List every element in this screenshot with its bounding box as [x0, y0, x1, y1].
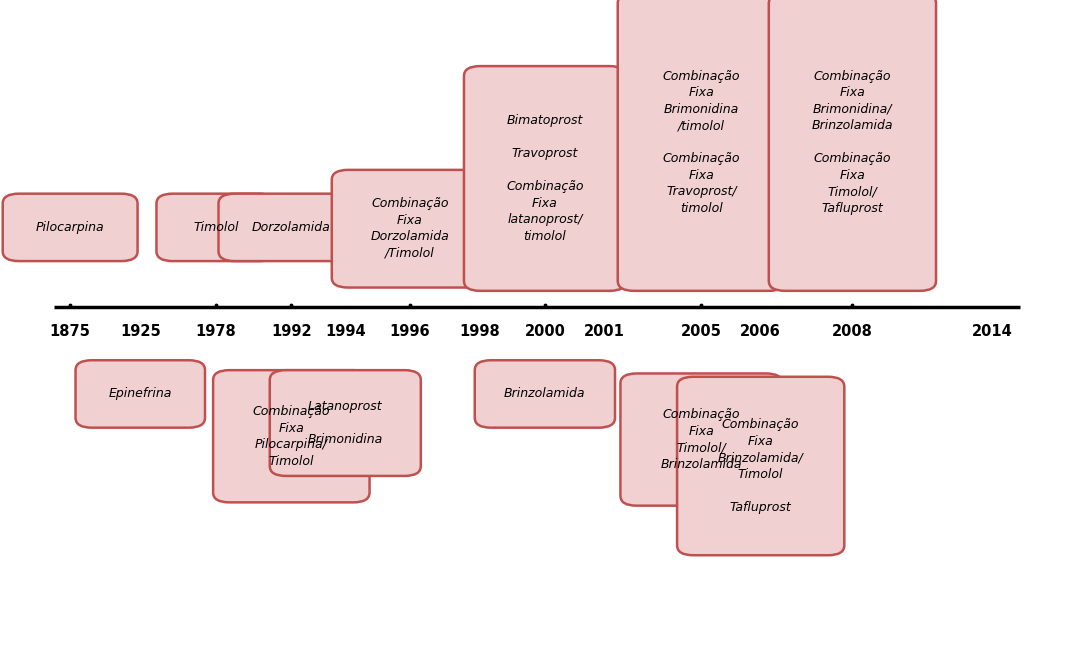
- Text: Combinação
Fixa
Dorzolamida
/Timolol: Combinação Fixa Dorzolamida /Timolol: [371, 198, 449, 260]
- Text: Combinação
Fixa
Pilocarpina/
Timolol: Combinação Fixa Pilocarpina/ Timolol: [252, 405, 330, 467]
- Text: 1992: 1992: [271, 324, 312, 339]
- Text: 2000: 2000: [524, 324, 565, 339]
- Text: 2014: 2014: [972, 324, 1013, 339]
- Text: 1875: 1875: [50, 324, 91, 339]
- FancyBboxPatch shape: [156, 194, 275, 261]
- FancyBboxPatch shape: [768, 0, 937, 291]
- Text: 1996: 1996: [390, 324, 431, 339]
- FancyBboxPatch shape: [464, 66, 626, 291]
- FancyBboxPatch shape: [678, 377, 844, 555]
- Text: 1925: 1925: [120, 324, 161, 339]
- Text: Brinzolamida: Brinzolamida: [504, 387, 586, 401]
- Text: 1978: 1978: [195, 324, 236, 339]
- FancyBboxPatch shape: [3, 194, 138, 261]
- FancyBboxPatch shape: [214, 370, 369, 502]
- FancyBboxPatch shape: [617, 0, 786, 291]
- Text: Pilocarpina: Pilocarpina: [36, 221, 105, 234]
- Text: Latanoprost

Brimonidina: Latanoprost Brimonidina: [308, 400, 383, 446]
- FancyBboxPatch shape: [218, 194, 365, 261]
- Text: 1998: 1998: [460, 324, 501, 339]
- Text: 2006: 2006: [740, 324, 781, 339]
- Text: Combinação
Fixa
Timolol/
Brinzolamida: Combinação Fixa Timolol/ Brinzolamida: [660, 408, 742, 471]
- Text: Bimatoprost

Travoprost

Combinação
Fixa
latanoprost/
timolol: Bimatoprost Travoprost Combinação Fixa l…: [506, 114, 584, 243]
- FancyBboxPatch shape: [76, 360, 205, 428]
- Text: 2001: 2001: [584, 324, 625, 339]
- Text: Epinefrina: Epinefrina: [109, 387, 172, 401]
- FancyBboxPatch shape: [332, 170, 488, 288]
- Text: 1994: 1994: [325, 324, 366, 339]
- FancyBboxPatch shape: [475, 360, 615, 428]
- Text: Timolol: Timolol: [193, 221, 238, 234]
- FancyBboxPatch shape: [620, 373, 782, 506]
- Text: Dorzolamida: Dorzolamida: [252, 221, 330, 234]
- Text: 2005: 2005: [681, 324, 722, 339]
- Text: Combinação
Fixa
Brimonidina/
Brinzolamida

Combinação
Fixa
Timolol/
Tafluprost: Combinação Fixa Brimonidina/ Brinzolamid…: [811, 69, 893, 215]
- Text: 2008: 2008: [832, 324, 873, 339]
- Text: Combinação
Fixa
Brinzolamida/
Timolol

Tafluprost: Combinação Fixa Brinzolamida/ Timolol Ta…: [718, 418, 804, 514]
- FancyBboxPatch shape: [270, 370, 421, 476]
- Text: Combinação
Fixa
Brimonidina
/timolol

Combinação
Fixa
Travoprost/
timolol: Combinação Fixa Brimonidina /timolol Com…: [663, 69, 740, 215]
